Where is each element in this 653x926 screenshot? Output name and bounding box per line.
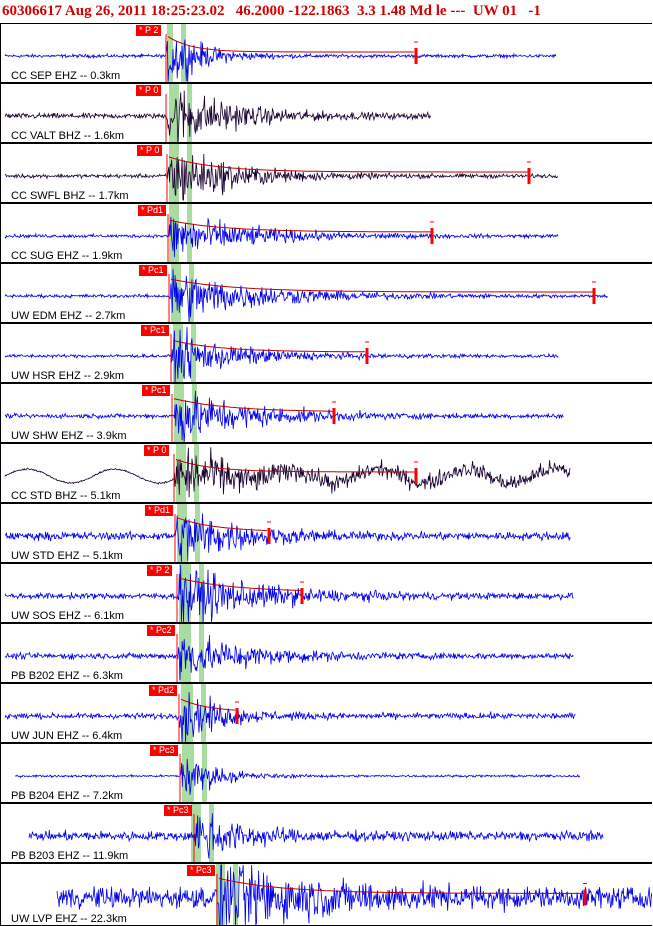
coda-curve (168, 156, 529, 173)
waveform-trace (4, 153, 559, 201)
p-pick-tag: * P 2 (147, 565, 173, 576)
coda-curve (178, 577, 303, 591)
waveform-trace (4, 90, 431, 142)
station-label: PB B202 EHZ -- 6.3km (11, 670, 123, 682)
pick-window-band (209, 804, 214, 862)
waveform-trace (4, 390, 564, 442)
waveform-trace (4, 39, 557, 82)
p-pick-tag: * Pc2 (147, 625, 175, 636)
waveform-trace (28, 813, 604, 859)
p-pick-tag: * P 0 (144, 445, 170, 456)
trace-panel: * P 0 CC STD BHZ -- 5.1km (0, 443, 652, 503)
p-pick-tag: * Pd1 (138, 205, 167, 216)
waveform-trace (4, 216, 559, 258)
p-pick-tag: * Pd2 (149, 685, 178, 696)
coda-curve (180, 698, 236, 711)
waveform-trace (4, 447, 571, 498)
station-label: UW SOS EHZ -- 6.1km (11, 610, 125, 622)
trace-panel: * Pc1 UW EDM EHZ -- 2.7km (0, 263, 652, 323)
coda-curve (176, 517, 268, 531)
coda-curve (218, 877, 586, 894)
waveform-trace (4, 268, 608, 322)
trace-plot (14, 744, 581, 802)
waveform-trace (4, 692, 576, 742)
coda-curve (173, 398, 333, 412)
waveform-trace (4, 513, 571, 562)
trace-plot (4, 264, 608, 322)
coda-curve (172, 340, 365, 353)
event-header: 60306617 Aug 26, 2011 18:25:23.02 46.200… (2, 3, 541, 19)
trace-panel: * P 2 UW SOS EHZ -- 6.1km (0, 563, 652, 623)
waveform-trace (4, 564, 574, 622)
coda-curve (167, 36, 414, 53)
station-label: UW JUN EHZ -- 6.4km (11, 730, 123, 742)
trace-plot (4, 384, 564, 442)
station-label: CC STD BHZ -- 5.1km (11, 490, 121, 502)
trace-panel: * P 2 CC SEP EHZ -- 0.3km (0, 23, 652, 83)
trace-panel: * Pc3 PB B204 EHZ -- 7.2km (0, 743, 652, 803)
trace-panel: * Pd1 UW STD EHZ -- 5.1km (0, 503, 652, 563)
pick-window-band (176, 444, 186, 502)
p-pick-tag: * Pd1 (145, 505, 174, 516)
station-label: PB B204 EHZ -- 7.2km (11, 790, 123, 802)
trace-panel: * Pc1 UW SHW EHZ -- 3.9km (0, 383, 652, 443)
trace-plot (4, 144, 559, 202)
trace-plot (4, 204, 559, 262)
station-label: UW STD EHZ -- 5.1km (11, 550, 123, 562)
pick-window-band (181, 684, 193, 742)
p-pick-tag: * Pc1 (142, 385, 170, 396)
coda-curve (170, 278, 594, 293)
trace-panel: * Pc2 PB B202 EHZ -- 6.3km (0, 623, 652, 683)
trace-panel: * Pd2 UW JUN EHZ -- 6.4km (0, 683, 652, 743)
p-pick-tag: * Pc3 (187, 865, 215, 876)
pick-window-band (174, 384, 184, 442)
seismogram-panels: * P 2 CC SEP EHZ -- 0.3km * P 0 CC VALT BHZ… (0, 23, 653, 926)
p-pick-tag: * Pc1 (139, 265, 167, 276)
waveform-trace (14, 758, 581, 795)
station-label: UW EDM EHZ -- 2.7km (11, 310, 126, 322)
station-label: CC SEP EHZ -- 0.3km (11, 70, 121, 82)
trace-panel: * P 0 CC SWFL BHZ -- 1.7km (0, 143, 652, 203)
pick-window-band (167, 24, 173, 82)
pick-window-band (169, 84, 179, 142)
waveform-trace (4, 327, 559, 382)
trace-panel: * Pc3 UW LVP EHZ -- 22.3km (0, 863, 652, 926)
trace-plot (4, 444, 571, 502)
pick-window-band (201, 684, 206, 742)
station-label: UW HSR EHZ -- 2.9km (11, 370, 125, 382)
trace-plot (4, 564, 574, 622)
station-label: CC VALT BHZ -- 1.6km (11, 130, 125, 142)
trace-panel: * Pc3 PB B203 EHZ -- 11.9km (0, 803, 652, 863)
trace-plot (28, 804, 604, 862)
p-pick-tag: * P 0 (137, 145, 163, 156)
station-label: PB B203 EHZ -- 11.9km (11, 850, 129, 862)
trace-panel: * P 0 CC VALT BHZ -- 1.6km (0, 83, 652, 143)
waveform-trace (4, 635, 574, 681)
p-pick-tag: * P 2 (136, 25, 162, 36)
pick-window-band (187, 144, 192, 202)
pick-window-band (173, 324, 183, 382)
station-label: UW LVP EHZ -- 22.3km (11, 913, 127, 925)
trace-panel: * Pd1 CC SUG EHZ -- 1.9km (0, 203, 652, 263)
trace-plot (4, 324, 559, 382)
station-label: CC SWFL BHZ -- 1.7km (11, 190, 129, 202)
pick-window-band (233, 864, 238, 925)
station-label: CC SUG EHZ -- 1.9km (11, 250, 123, 262)
coda-curve (175, 459, 416, 473)
waveform-trace (56, 864, 652, 925)
coda-curve (169, 219, 431, 233)
trace-plot (4, 624, 574, 682)
p-pick-tag: * Pc3 (150, 745, 178, 756)
p-pick-tag: * P 0 (136, 85, 162, 96)
station-label: UW SHW EHZ -- 3.9km (11, 430, 127, 442)
trace-plot (4, 504, 571, 562)
trace-plot (4, 84, 431, 142)
trace-plot (4, 24, 557, 82)
trace-plot (4, 684, 576, 742)
trace-panel: * Pc1 UW HSR EHZ -- 2.9km (0, 323, 652, 383)
trace-plot (56, 864, 652, 925)
p-pick-tag: * Pc1 (141, 325, 169, 336)
p-pick-tag: * Pc3 (164, 805, 192, 816)
